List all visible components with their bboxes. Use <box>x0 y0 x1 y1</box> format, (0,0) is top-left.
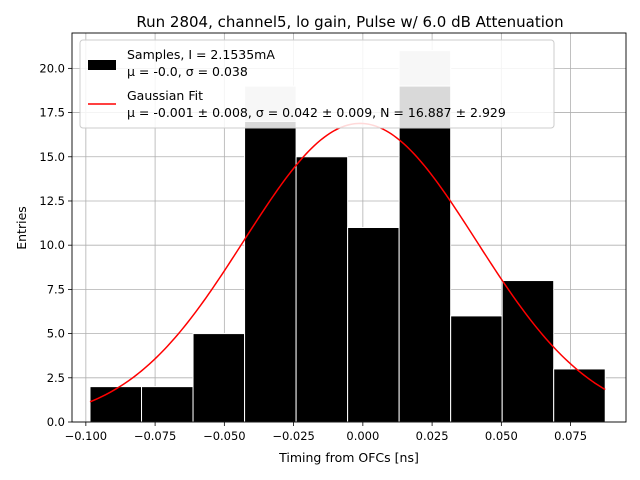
histogram-bars <box>89 50 606 423</box>
legend-samples-swatch <box>88 60 116 70</box>
y-tick-label: 17.5 <box>39 106 65 120</box>
x-tick-label: −0.100 <box>65 429 108 443</box>
histogram-bar <box>244 85 297 423</box>
legend-samples-label: Samples, I = 2.1535mA <box>127 47 275 62</box>
histogram-bar <box>89 386 143 423</box>
x-ticks: −0.100 −0.075 −0.050 −0.025 0.000 0.025 0.050 0… <box>65 422 587 443</box>
y-tick-label: 5.0 <box>47 327 65 341</box>
y-tick-label: 0.0 <box>47 415 65 429</box>
histogram-bar <box>141 386 194 423</box>
y-tick-label: 10.0 <box>39 238 65 252</box>
x-tick-label: −0.025 <box>272 429 315 443</box>
x-tick-label: 0.075 <box>554 429 587 443</box>
legend-samples-stats: μ = -0.0, σ = 0.038 <box>127 64 248 79</box>
x-tick-label: −0.075 <box>134 429 177 443</box>
histogram-bar <box>553 368 606 423</box>
y-tick-label: 15.0 <box>39 150 65 164</box>
histogram-bar <box>192 333 246 423</box>
legend: Samples, I = 2.1535mA μ = -0.0, σ = 0.03… <box>79 39 555 129</box>
x-tick-label: −0.050 <box>203 429 246 443</box>
histogram-bar <box>347 227 400 423</box>
x-tick-label: 0.050 <box>485 429 518 443</box>
plot-frame <box>71 32 627 423</box>
histogram-bar <box>295 156 349 423</box>
legend-frame <box>79 39 555 129</box>
x-axis-label: Timing from OFCs [ns] <box>278 450 419 465</box>
x-tick-label: 0.025 <box>416 429 449 443</box>
y-ticks: 0.0 2.5 5.0 7.5 10.0 12.5 15.0 17.5 20.0 <box>39 61 72 429</box>
x-tick-label: 0.000 <box>346 429 379 443</box>
legend-fit-label: Gaussian Fit <box>127 88 203 103</box>
y-tick-label: 7.5 <box>47 282 65 296</box>
legend-fit-stats: μ = -0.001 ± 0.008, σ = 0.042 ± 0.009, N… <box>127 105 506 120</box>
y-tick-label: 20.0 <box>39 61 65 75</box>
y-axis-label: Entries <box>14 206 29 250</box>
chart-title: Run 2804, channel5, lo gain, Pulse w/ 6.… <box>136 13 563 31</box>
y-tick-label: 2.5 <box>47 371 65 385</box>
histogram-bar <box>450 315 503 423</box>
y-tick-label: 12.5 <box>39 194 65 208</box>
histogram-bar <box>501 280 555 423</box>
